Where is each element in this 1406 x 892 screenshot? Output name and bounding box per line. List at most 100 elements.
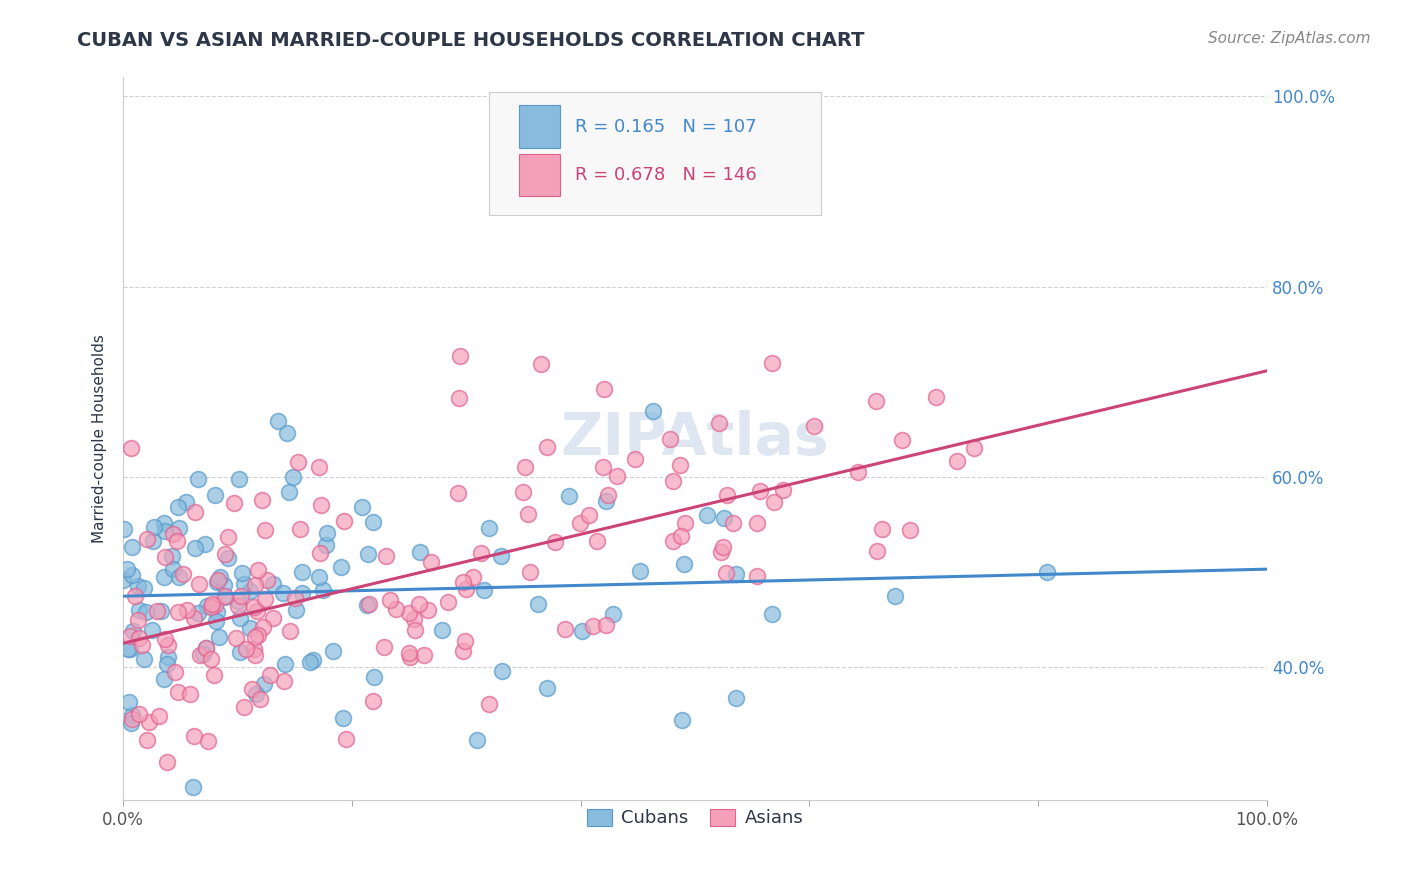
Point: [127, 579, 149, 593]
Point: [238, 584, 260, 599]
Point: [169, 570, 191, 584]
Point: [121, 707, 143, 722]
Point: [179, 687, 201, 701]
Point: [267, 413, 290, 427]
Point: [898, 523, 921, 537]
Point: [316, 525, 339, 540]
Point: [669, 458, 692, 473]
Point: [128, 603, 150, 617]
Point: [357, 547, 380, 561]
Point: [437, 595, 460, 609]
Point: [544, 535, 567, 549]
Point: [491, 665, 513, 679]
Point: [187, 606, 209, 620]
Point: [250, 493, 273, 508]
Point: [404, 623, 426, 637]
Point: [166, 534, 188, 549]
Point: [946, 453, 969, 467]
Point: [595, 618, 617, 632]
Point: [472, 582, 495, 597]
Point: [184, 505, 207, 519]
Point: [162, 562, 184, 576]
Point: [716, 488, 738, 502]
Point: [527, 598, 550, 612]
Point: [200, 600, 222, 615]
Point: [709, 417, 731, 431]
Point: [515, 460, 537, 475]
Point: [155, 632, 177, 646]
Point: [214, 547, 236, 561]
Point: [554, 622, 576, 636]
Point: [322, 644, 344, 658]
Point: [184, 541, 207, 555]
Point: [249, 692, 271, 706]
Point: [298, 655, 321, 669]
Point: [569, 516, 592, 530]
Point: [516, 507, 538, 521]
Point: [141, 534, 163, 549]
Point: [176, 494, 198, 508]
Point: [408, 597, 430, 611]
Point: [478, 520, 501, 534]
Point: [749, 483, 772, 498]
Point: [596, 488, 619, 502]
Point: [128, 631, 150, 645]
Point: [302, 653, 325, 667]
Point: [716, 566, 738, 581]
Point: [461, 570, 484, 584]
Point: [721, 516, 744, 530]
Point: [204, 599, 226, 613]
Point: [416, 603, 439, 617]
Point: [530, 357, 553, 371]
Y-axis label: Married-couple Households: Married-couple Households: [93, 334, 107, 543]
Point: [558, 489, 581, 503]
Point: [152, 516, 174, 530]
Point: [232, 700, 254, 714]
Point: [291, 585, 314, 599]
Point: [121, 567, 143, 582]
Point: [233, 577, 256, 591]
Point: [333, 514, 356, 528]
Point: [160, 549, 183, 563]
Point: [131, 638, 153, 652]
Point: [262, 611, 284, 625]
Point: [156, 657, 179, 671]
Point: [146, 605, 169, 619]
Point: [519, 566, 541, 580]
Point: [332, 711, 354, 725]
Point: [582, 619, 605, 633]
Legend: Cubans, Asians: Cubans, Asians: [579, 801, 810, 835]
Point: [167, 684, 190, 698]
Point: [335, 732, 357, 747]
Point: [273, 586, 295, 600]
Point: [121, 540, 143, 554]
Point: [803, 419, 825, 434]
Point: [696, 508, 718, 523]
Point: [132, 581, 155, 595]
Point: [262, 577, 284, 591]
Point: [669, 529, 692, 543]
Point: [592, 382, 614, 396]
Point: [228, 472, 250, 486]
Point: [245, 631, 267, 645]
Point: [725, 566, 748, 581]
Point: [136, 532, 159, 546]
Point: [454, 582, 477, 596]
Point: [153, 570, 176, 584]
Point: [761, 356, 783, 370]
Point: [606, 469, 628, 483]
Point: [536, 681, 558, 696]
FancyBboxPatch shape: [519, 153, 560, 196]
Point: [274, 657, 297, 672]
Point: [217, 530, 239, 544]
Point: [205, 605, 228, 619]
Point: [725, 691, 748, 706]
Point: [308, 546, 330, 560]
Point: [112, 522, 135, 536]
Point: [578, 508, 600, 522]
Point: [925, 390, 948, 404]
Point: [194, 536, 217, 550]
Point: [148, 709, 170, 723]
Point: [276, 426, 298, 441]
Point: [247, 563, 270, 577]
